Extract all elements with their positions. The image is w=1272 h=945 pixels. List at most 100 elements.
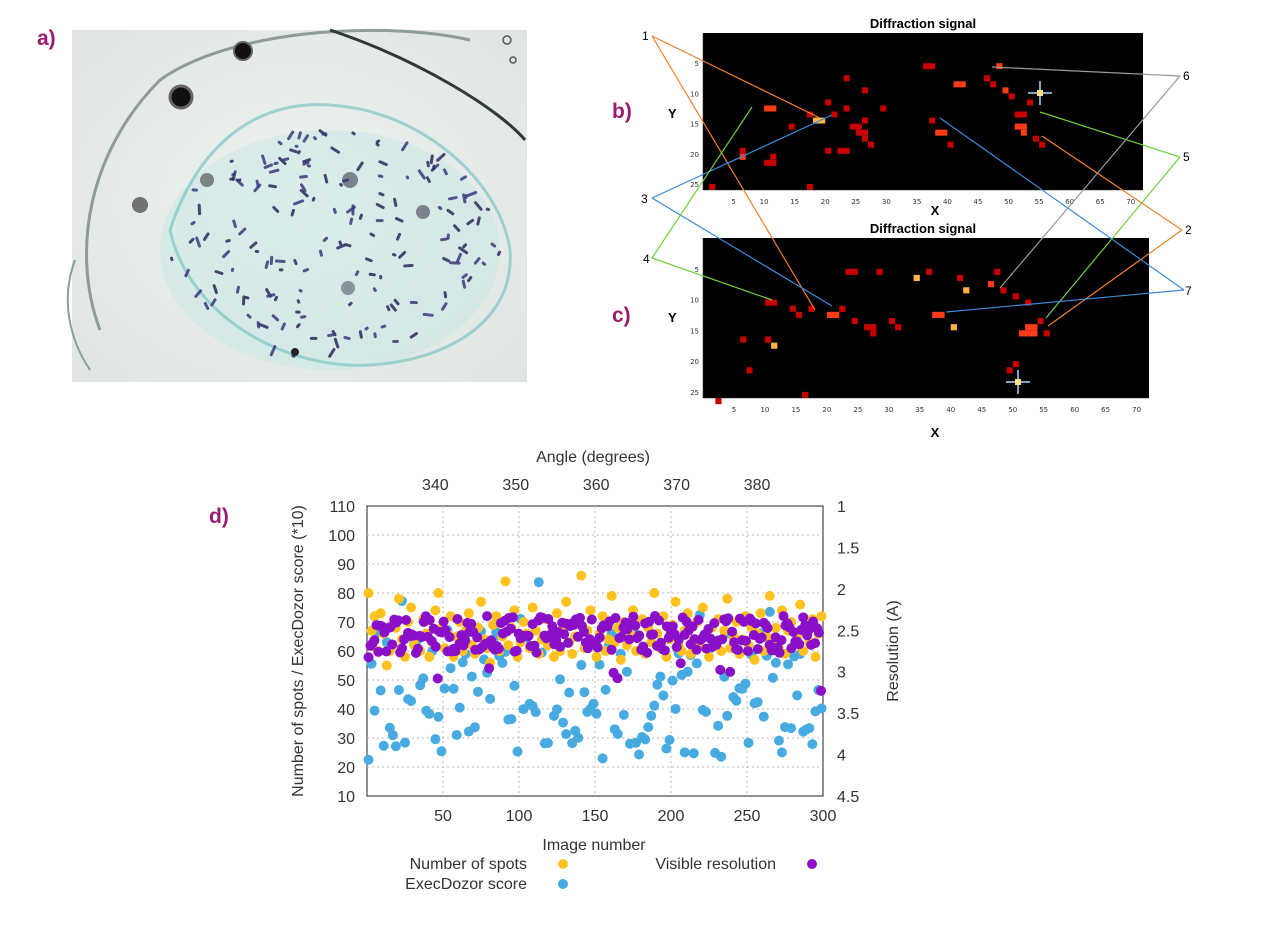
crystal — [378, 192, 385, 197]
execdozor-point — [561, 729, 572, 740]
execdozor-point — [688, 748, 699, 759]
crystal — [222, 250, 231, 259]
crystal — [230, 267, 235, 273]
crystal — [195, 236, 201, 248]
crystal — [225, 239, 231, 243]
crystal — [300, 315, 307, 319]
spots-point — [433, 588, 444, 598]
crystal — [278, 268, 284, 272]
execdozor-point — [466, 671, 477, 682]
crystal — [290, 208, 295, 217]
resolution-point — [387, 639, 398, 650]
crystal — [333, 337, 340, 349]
crystal — [441, 302, 448, 311]
crystal — [271, 314, 280, 322]
execdozor-point — [612, 729, 623, 740]
heatmap-cell — [740, 336, 747, 343]
heatmap-cell — [788, 123, 795, 130]
resolution-point — [610, 612, 621, 623]
resolution-point — [507, 612, 518, 623]
resolution-point — [452, 614, 463, 625]
heatmap-cell — [984, 75, 991, 82]
spots-point — [795, 599, 806, 610]
resolution-point — [612, 673, 623, 684]
crystal — [266, 293, 276, 298]
callout-2: 2 — [1185, 223, 1192, 237]
crystal — [442, 168, 448, 176]
crystal — [368, 272, 376, 277]
crystal — [459, 175, 468, 181]
x-tick-label: 50 — [434, 808, 452, 825]
crystal — [291, 354, 296, 358]
heatmap-c-ylabel: Y — [668, 310, 677, 325]
heatmap-cell — [963, 287, 970, 294]
spots-point — [755, 608, 766, 619]
x-axis-label: Image number — [542, 837, 646, 854]
crystal — [297, 150, 301, 155]
heatmap-cell — [956, 274, 964, 282]
crystal — [442, 256, 451, 263]
heatmap-cell — [806, 183, 813, 190]
crystal — [280, 157, 290, 162]
execdozor-point — [533, 577, 544, 588]
heatmap-cell — [870, 330, 877, 337]
crystal — [389, 303, 397, 312]
execdozor-point — [390, 741, 401, 752]
heatmap-cell — [855, 129, 868, 136]
y2-tick-label: 4.5 — [837, 789, 859, 806]
resolution-point — [531, 647, 542, 658]
y2-tick-label: 2 — [837, 582, 846, 599]
heatmap-cell — [987, 281, 995, 288]
spots-point — [488, 619, 499, 630]
crystal — [358, 213, 363, 220]
execdozor-point — [743, 737, 754, 748]
crystal — [364, 326, 369, 331]
crystal — [296, 299, 301, 304]
execdozor-point — [555, 674, 566, 685]
y-tick-label: 110 — [329, 499, 355, 516]
crystal — [379, 274, 383, 280]
crystal — [210, 298, 217, 307]
legend: Number of spots ExecDozor score Visible … — [405, 856, 817, 893]
resolution-point — [648, 629, 659, 640]
execdozor-point — [667, 675, 678, 686]
spots-point — [430, 605, 441, 616]
execdozor-point — [363, 754, 374, 765]
spots-point — [749, 654, 760, 665]
heatmap-cell — [953, 81, 966, 88]
callout-1: 1 — [642, 29, 649, 43]
execdozor-point — [472, 686, 483, 697]
spots-point — [393, 593, 404, 604]
crystal — [302, 268, 310, 273]
crystal — [496, 250, 502, 257]
crystal — [184, 268, 190, 278]
y-tick-label: 40 — [337, 702, 355, 719]
crystal — [393, 298, 400, 306]
resolution-point — [804, 624, 815, 635]
panel-label-a: a) — [37, 27, 56, 50]
resolution-point — [523, 630, 534, 641]
resolution-point — [733, 644, 744, 655]
crystal — [269, 345, 277, 357]
spots-point — [567, 648, 578, 659]
spots-point — [406, 602, 417, 613]
crystal — [297, 131, 302, 140]
spots-point — [722, 593, 733, 604]
x-tick-label: 100 — [506, 808, 533, 825]
execdozor-point — [646, 710, 657, 721]
crystal — [249, 241, 258, 249]
crystal — [238, 227, 247, 236]
heatmap-cell — [895, 324, 902, 331]
crystal — [358, 330, 363, 339]
y2-tick-label: 3 — [837, 665, 846, 682]
x-tick-label: 200 — [658, 808, 685, 825]
execdozor-point — [764, 606, 775, 617]
execdozor-point — [716, 751, 727, 762]
crystal — [294, 144, 299, 148]
resolution-point — [693, 615, 704, 626]
execdozor-point — [594, 659, 605, 670]
crystal — [485, 207, 491, 212]
crystal — [273, 295, 279, 302]
heatmap-y-tick: 20 — [690, 358, 699, 366]
crystal — [229, 159, 234, 163]
